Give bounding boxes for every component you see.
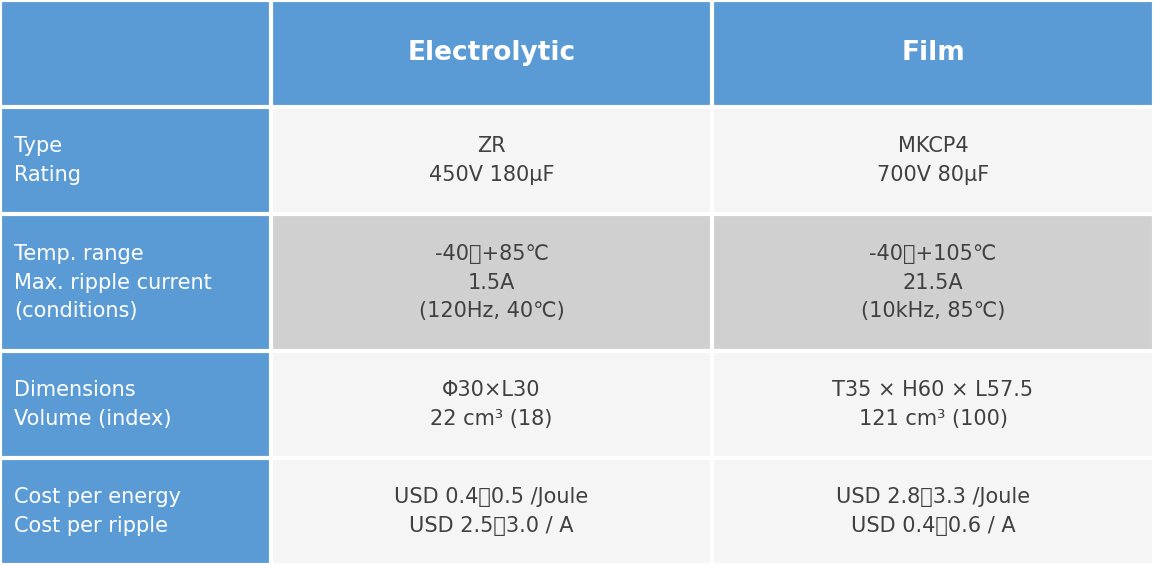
Bar: [271, 351, 712, 458]
Bar: [712, 214, 1154, 351]
Bar: [712, 458, 1154, 565]
Bar: [0, 107, 271, 214]
Text: -40～+85℃
1.5A
(120Hz, 40℃): -40～+85℃ 1.5A (120Hz, 40℃): [419, 244, 564, 321]
Text: USD 0.4～0.5 /Joule
USD 2.5～3.0 / A: USD 0.4～0.5 /Joule USD 2.5～3.0 / A: [395, 487, 589, 536]
Bar: [0, 458, 271, 565]
Text: MKCP4
700V 80μF: MKCP4 700V 80μF: [877, 136, 989, 185]
Bar: [271, 0, 712, 107]
Text: USD 2.8～3.3 /Joule
USD 0.4～0.6 / A: USD 2.8～3.3 /Joule USD 0.4～0.6 / A: [835, 487, 1031, 536]
Bar: [0, 0, 271, 107]
Text: Type
Rating: Type Rating: [14, 136, 81, 185]
Bar: [712, 0, 1154, 107]
Bar: [271, 458, 712, 565]
Bar: [712, 351, 1154, 458]
Bar: [712, 107, 1154, 214]
Bar: [0, 214, 271, 351]
Text: Film: Film: [901, 41, 965, 67]
Text: Electrolytic: Electrolytic: [407, 41, 576, 67]
Text: Temp. range
Max. ripple current
(conditions): Temp. range Max. ripple current (conditi…: [14, 244, 211, 321]
Text: Φ30×L30
22 cm³ (18): Φ30×L30 22 cm³ (18): [430, 380, 553, 429]
Text: T35 × H60 × L57.5
121 cm³ (100): T35 × H60 × L57.5 121 cm³ (100): [832, 380, 1034, 429]
Text: Cost per energy
Cost per ripple: Cost per energy Cost per ripple: [14, 487, 181, 536]
Text: -40～+105℃
21.5A
(10kHz, 85℃): -40～+105℃ 21.5A (10kHz, 85℃): [861, 244, 1005, 321]
Bar: [271, 214, 712, 351]
Text: ZR
450V 180μF: ZR 450V 180μF: [429, 136, 554, 185]
Text: Dimensions
Volume (index): Dimensions Volume (index): [14, 380, 171, 429]
Bar: [0, 351, 271, 458]
Bar: [271, 107, 712, 214]
